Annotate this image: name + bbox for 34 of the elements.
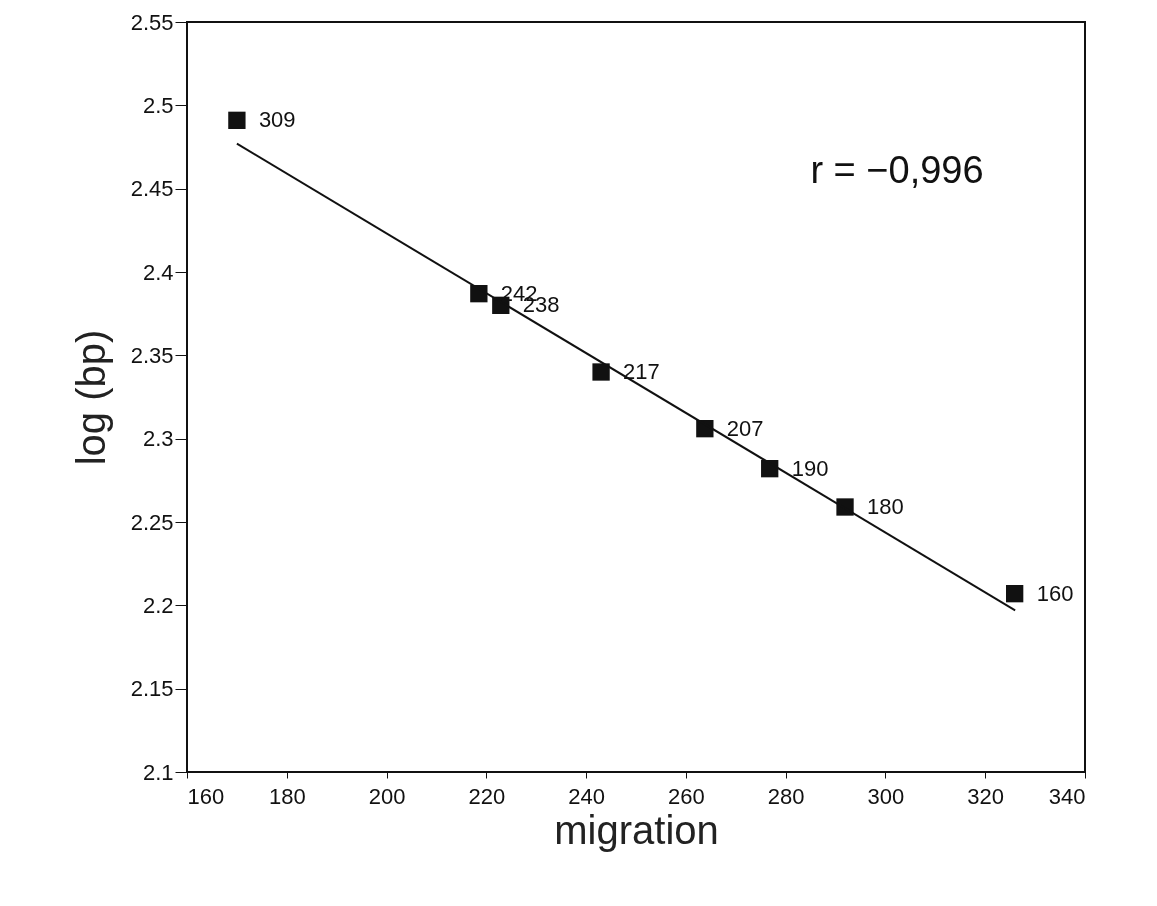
annotation: r = −0,996	[810, 149, 984, 191]
y-tick-label: 2.1	[142, 759, 174, 785]
x-tick-label: 300	[867, 783, 905, 809]
point	[1006, 585, 1024, 603]
point	[836, 498, 854, 516]
y-tick-label: 2.4	[142, 259, 174, 285]
y-tick-label: 2.55	[130, 9, 174, 35]
x-tick-label: 160	[187, 783, 225, 809]
annotation: 190	[791, 455, 829, 481]
annotation: 217	[623, 359, 660, 384]
y-tick-label: 2.25	[130, 509, 174, 535]
y-axis-title: log (bp)	[68, 329, 113, 466]
y-tick-label: 2.5	[142, 92, 174, 118]
x-tick-label: 340	[1048, 783, 1086, 809]
annotation: 207	[726, 415, 764, 441]
point	[470, 285, 488, 303]
y-tick-label: 2.2	[142, 592, 174, 618]
y-tick-label: 2.15	[130, 676, 174, 702]
annotation: 309	[258, 107, 296, 133]
y-tick-label: 2.3	[142, 426, 174, 452]
y-tick-label: 2.35	[130, 342, 174, 368]
point	[592, 363, 610, 381]
x-tick-label: 280	[767, 783, 805, 809]
x-tick-label: 180	[268, 783, 306, 809]
annotation: 160	[1036, 580, 1074, 606]
x-axis-title: migration	[554, 807, 719, 852]
x-tick-label: 260	[668, 783, 705, 809]
x-tick-label: 320	[967, 783, 1005, 809]
x-tick-label: 200	[368, 783, 406, 809]
y-tick-label: 2.45	[130, 176, 174, 202]
point	[228, 111, 246, 129]
annotation: 180	[867, 494, 904, 519]
x-tick-label: 220	[468, 783, 506, 809]
x-tick-label: 240	[568, 783, 605, 809]
